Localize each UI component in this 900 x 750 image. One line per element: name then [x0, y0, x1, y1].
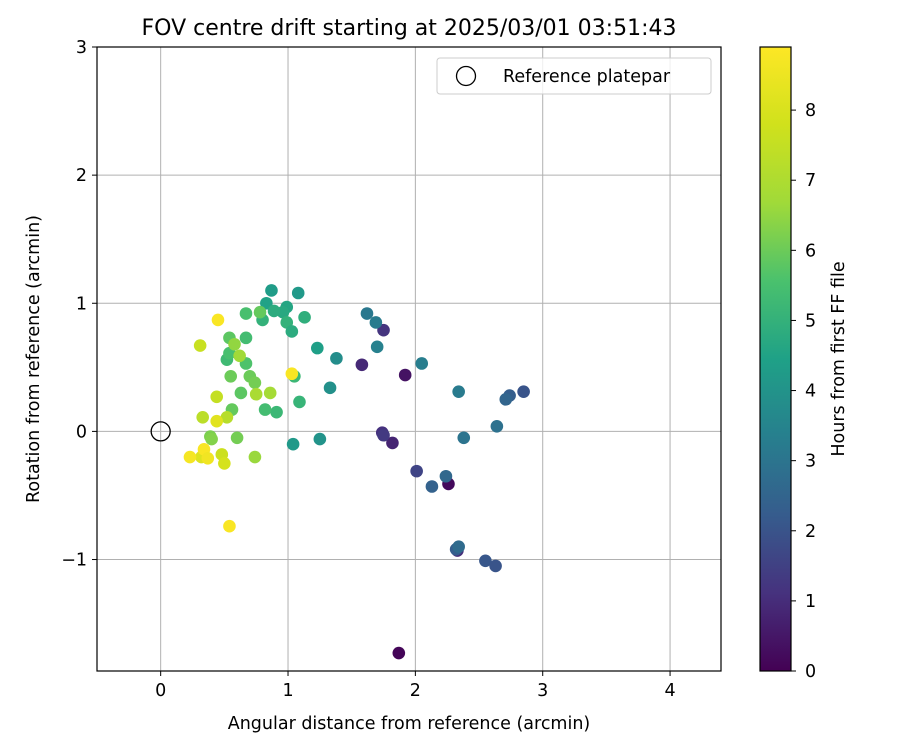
y-tick-label: 0 [76, 422, 87, 442]
x-tick-label: 0 [155, 681, 166, 701]
data-point [370, 340, 384, 354]
data-point [263, 386, 277, 400]
legend-reference-marker [455, 65, 477, 87]
y-axis-ticks: −1 0 1 2 3 [61, 38, 97, 571]
colorbar-tick-label: 3 [805, 452, 816, 472]
data-point [270, 405, 283, 419]
data-point [258, 403, 272, 416]
colorbar-tick-label: 7 [805, 171, 816, 191]
data-point [439, 469, 453, 483]
colorbar-label: Hours from first FF file [829, 261, 849, 456]
data-point [291, 286, 305, 300]
legend: Reference platepar [436, 57, 712, 95]
x-tick-label: 1 [282, 681, 293, 701]
data-point [196, 410, 209, 424]
legend-entry-label: Reference platepar [503, 67, 671, 87]
data-point [392, 646, 406, 660]
grid-lines [97, 46, 721, 671]
colorbar-ticks: 0 1 2 3 4 5 6 7 8 [791, 101, 816, 682]
data-point [293, 395, 306, 409]
data-point [220, 410, 234, 424]
data-point [210, 414, 224, 428]
data-point [489, 559, 502, 573]
data-points [183, 284, 530, 660]
plot-frame [96, 46, 722, 672]
colorbar-tick-label: 8 [805, 101, 816, 121]
x-axis-label: Angular distance from reference (arcmin) [228, 714, 591, 734]
data-point [479, 554, 492, 568]
data-point [218, 457, 231, 470]
data-point [452, 385, 465, 398]
data-point [490, 419, 504, 433]
x-tick-label: 3 [537, 681, 548, 701]
chart-title: FOV centre drift starting at 2025/03/01 … [142, 16, 677, 41]
data-point [211, 313, 225, 327]
y-tick-label: 2 [76, 166, 87, 186]
colorbar-tick-label: 0 [805, 662, 816, 682]
data-point [377, 428, 390, 442]
data-point [253, 305, 267, 319]
colorbar-tick-label: 1 [805, 592, 816, 612]
data-point [313, 432, 327, 446]
data-point [239, 331, 253, 345]
data-point [265, 284, 278, 297]
data-point [311, 341, 324, 355]
x-tick-label: 2 [410, 681, 421, 701]
data-point [386, 436, 399, 450]
y-tick-label: −1 [61, 551, 87, 571]
data-point [183, 450, 197, 464]
data-point [210, 390, 224, 404]
data-point [233, 349, 246, 363]
data-point [298, 311, 311, 324]
colorbar [759, 46, 792, 672]
data-point [369, 316, 383, 329]
data-point [415, 357, 429, 370]
y-tick-label: 3 [76, 38, 87, 58]
y-axis-label: Rotation from reference (arcmin) [24, 215, 44, 503]
data-point [234, 386, 248, 400]
data-point [398, 368, 412, 382]
data-point [323, 381, 337, 395]
data-point [230, 431, 244, 445]
data-point [425, 480, 439, 493]
data-point [355, 358, 369, 372]
data-point [201, 452, 215, 465]
data-point [260, 296, 273, 310]
colorbar-tick-label: 5 [805, 311, 816, 331]
reference-marker [150, 421, 171, 442]
reference-marker-group [150, 421, 171, 442]
colorbar-tick-label: 6 [805, 241, 816, 261]
x-axis-ticks: 0 1 2 3 4 [155, 671, 676, 701]
data-point [457, 431, 471, 445]
data-point [517, 385, 530, 398]
colorbar-tick-label: 2 [805, 522, 816, 542]
data-point [452, 540, 465, 554]
data-point [224, 369, 238, 383]
y-tick-label: 1 [76, 294, 87, 314]
data-point [267, 304, 281, 318]
colorbar-tick-label: 4 [805, 382, 816, 402]
data-point [499, 393, 513, 406]
data-point [248, 376, 262, 390]
data-point [193, 339, 207, 352]
data-point [285, 325, 299, 338]
data-point [285, 367, 299, 381]
data-point [228, 337, 241, 351]
data-point [248, 450, 262, 464]
data-point [249, 387, 263, 401]
legend-box [436, 57, 712, 95]
x-tick-label: 4 [664, 681, 675, 701]
data-point [239, 307, 253, 320]
data-point [223, 519, 236, 533]
data-point [377, 323, 390, 337]
data-point [286, 437, 300, 451]
data-point [205, 432, 218, 446]
data-point [330, 352, 343, 365]
data-point [360, 307, 374, 320]
data-point [410, 464, 423, 478]
